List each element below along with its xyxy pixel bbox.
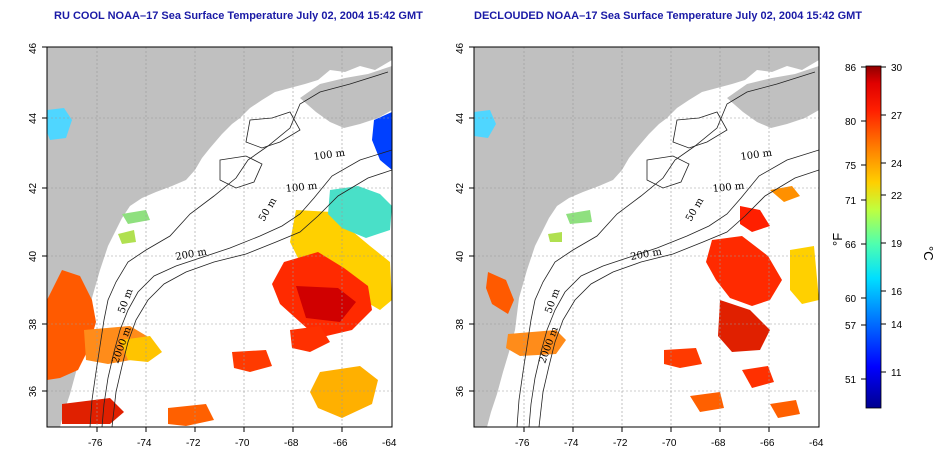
lon-tick-labels: -76 -74 -72 -70 -68 -66 -64 (88, 438, 397, 449)
celsius-tick: 27 (891, 111, 903, 122)
colorbar-ticks (861, 66, 886, 380)
left-map-title: RU COOL NOAA–17 Sea Surface Temperature … (54, 10, 423, 22)
isobath-label: 100 m (285, 181, 318, 195)
lon-tick-label: -72 (613, 438, 628, 449)
temperature-colorbar: 86 80 75 71 66 60 57 51 30 27 24 22 19 1… (830, 63, 936, 409)
lat-tick-labels: 36 38 40 42 44 46 (455, 42, 466, 397)
lat-tick-label: 44 (455, 112, 466, 124)
land-northeast (727, 66, 819, 128)
lat-tick-label: 40 (455, 250, 466, 262)
lat-tick-labels: 36 38 40 42 44 46 (28, 42, 39, 397)
lon-tick-label: -74 (137, 438, 152, 449)
lon-tick-label: -76 (515, 438, 530, 449)
celsius-tick: 24 (891, 159, 903, 170)
lat-tick-label: 42 (455, 182, 466, 194)
sst-patches (474, 110, 819, 418)
celsius-tick: 14 (891, 320, 903, 331)
lat-tick-label: 38 (28, 318, 39, 330)
lat-tick-label: 38 (455, 318, 466, 330)
celsius-tick-labels: 30 27 24 22 19 16 14 11 (891, 63, 903, 379)
fahrenheit-tick: 66 (845, 240, 857, 251)
lon-tick-label: -76 (88, 438, 103, 449)
lat-tick-label: 40 (28, 250, 39, 262)
celsius-tick: 11 (891, 368, 902, 379)
right-map-title: DECLOUDED NOAA–17 Sea Surface Temperatur… (474, 10, 863, 22)
lon-tick-label: -72 (186, 438, 201, 449)
fahrenheit-tick: 80 (845, 117, 857, 128)
lat-tick-label: 44 (28, 112, 39, 124)
lon-tick-label: -66 (760, 438, 775, 449)
right-sst-map: 100 m 100 m 50 m 200 m 50 m 2000 m -76 -… (455, 42, 824, 449)
isobath-label: 100 m (740, 148, 773, 163)
colorbar-gradient (865, 65, 882, 409)
lon-tick-label: -66 (333, 438, 348, 449)
lat-tick-label: 36 (28, 385, 39, 397)
lon-tick-label: -64 (382, 438, 397, 449)
isobath-labels: 100 m 100 m 50 m 200 m 50 m 2000 m (537, 148, 773, 365)
celsius-tick: 16 (891, 287, 903, 298)
celsius-label: °C (921, 246, 936, 261)
sst-patches (47, 108, 392, 426)
lon-tick-labels: -76 -74 -72 -70 -68 -66 -64 (515, 438, 824, 449)
lat-tick-label: 46 (28, 42, 39, 54)
fahrenheit-tick: 86 (845, 63, 857, 74)
land-mass (47, 47, 392, 427)
fahrenheit-tick: 51 (845, 375, 857, 386)
fahrenheit-tick: 57 (845, 321, 857, 332)
isobath-label: 100 m (313, 148, 346, 163)
lon-tick-label: -70 (662, 438, 677, 449)
axis-ticks (469, 46, 770, 432)
fahrenheit-tick: 75 (845, 161, 857, 172)
lon-tick-label: -70 (235, 438, 250, 449)
celsius-tick: 22 (891, 191, 903, 202)
left-sst-map: 100 m 100 m 50 m 200 m 50 m 2000 m -76 -… (28, 42, 397, 449)
celsius-tick: 19 (891, 239, 903, 250)
lon-tick-label: -64 (809, 438, 824, 449)
graticule (474, 47, 819, 427)
land-mass (474, 47, 819, 427)
fahrenheit-tick: 60 (845, 294, 857, 305)
lat-tick-label: 36 (455, 385, 466, 397)
lon-tick-label: -68 (284, 438, 299, 449)
celsius-tick: 30 (891, 63, 903, 74)
fahrenheit-tick-labels: 86 80 75 71 66 60 57 51 (845, 63, 857, 386)
land-northeast (300, 66, 392, 128)
lon-tick-label: -68 (711, 438, 726, 449)
lon-tick-label: -74 (564, 438, 579, 449)
lat-tick-label: 42 (28, 182, 39, 194)
fahrenheit-tick: 71 (845, 196, 857, 207)
axis-ticks (42, 46, 343, 432)
fahrenheit-label: °F (830, 233, 845, 246)
isobath-label: 100 m (712, 181, 745, 195)
bathymetry-contours (89, 71, 392, 427)
bathymetry-contours (516, 71, 819, 427)
lat-tick-label: 46 (455, 42, 466, 54)
graticule (47, 47, 392, 427)
